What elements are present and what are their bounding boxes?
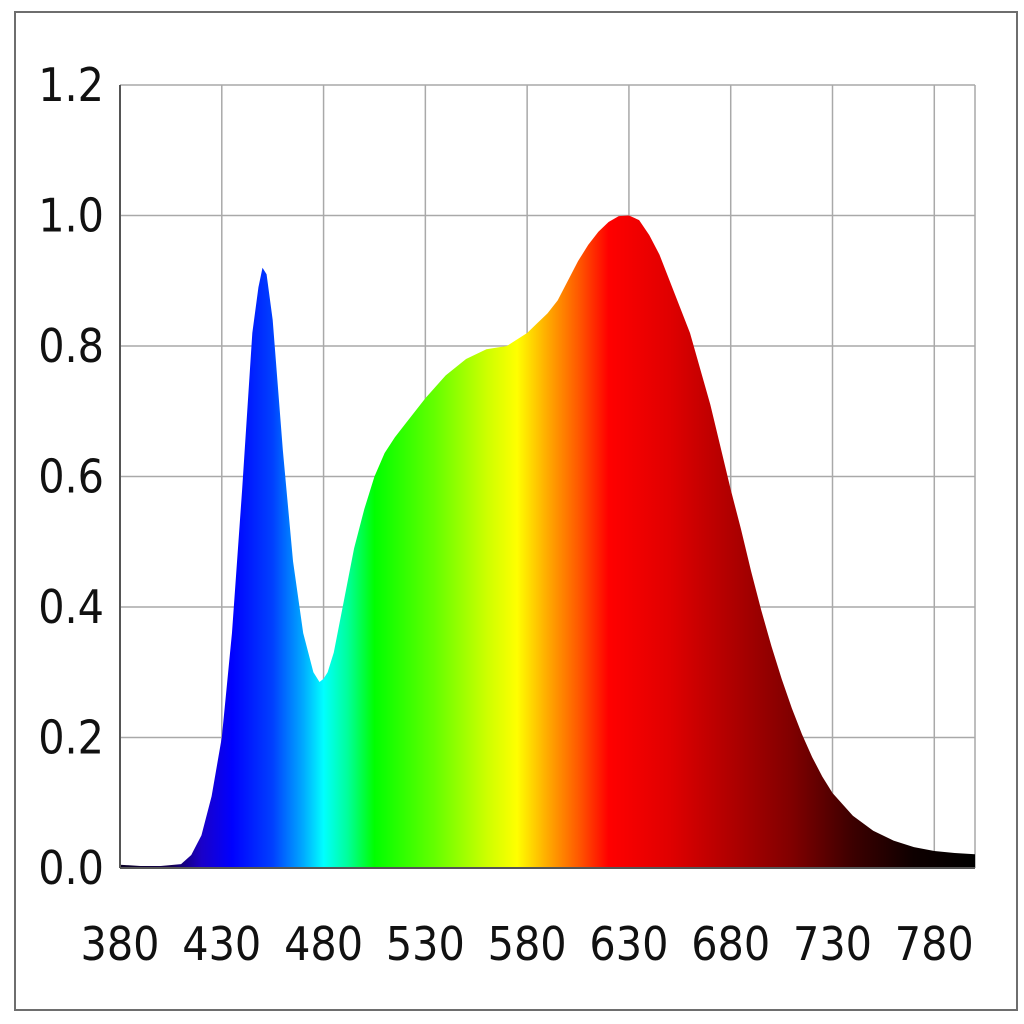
x-tick-label: 580: [488, 917, 567, 971]
y-tick-label: 0.2: [38, 711, 104, 765]
x-tick-label: 430: [182, 917, 261, 971]
x-tick-label: 780: [895, 917, 974, 971]
x-tick-label: 380: [81, 917, 160, 971]
x-tick-label: 730: [793, 917, 872, 971]
y-tick-label: 0.0: [38, 841, 104, 895]
x-tick-label: 680: [691, 917, 770, 971]
axes: [119, 85, 975, 869]
x-tick-label: 530: [386, 917, 465, 971]
y-tick-label: 1.2: [38, 58, 104, 112]
x-tick-label: 630: [589, 917, 668, 971]
tick-labels: 380 430 480 530 580 630 680 730 780 0.0 0.2 0.4 0.6 0…: [38, 58, 974, 971]
spectrum-area: [120, 215, 975, 868]
x-tick-label: 480: [284, 917, 363, 971]
spectrum-series: [120, 215, 975, 868]
y-tick-label: 1.0: [38, 189, 104, 243]
y-tick-label: 0.6: [38, 450, 104, 504]
y-tick-label: 0.4: [38, 580, 104, 634]
y-tick-label: 0.8: [38, 319, 104, 373]
